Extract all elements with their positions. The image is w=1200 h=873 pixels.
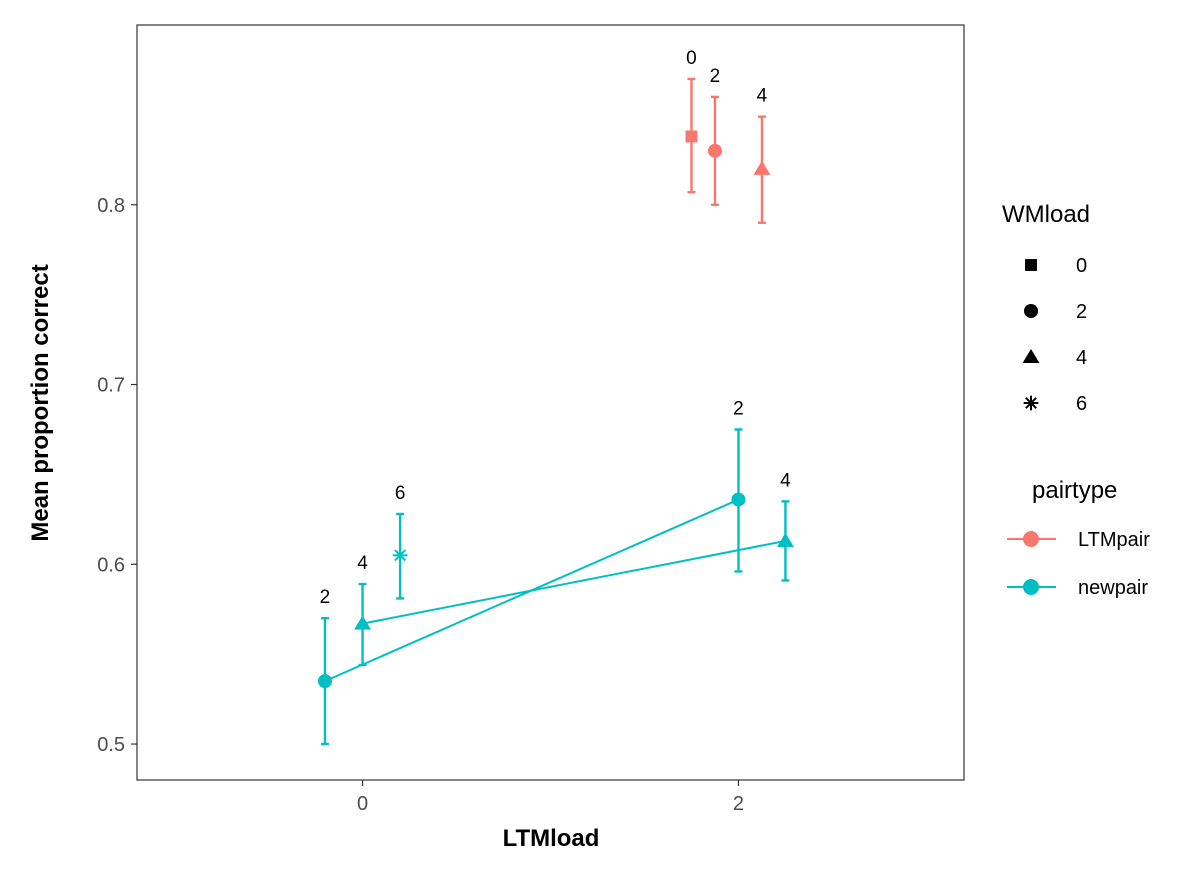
- data-point-newpair: [317, 674, 332, 689]
- legend-key-circle-icon: [1024, 304, 1038, 318]
- legend-label-pairtype: LTMpair: [1078, 529, 1150, 551]
- data-point-newpair: [776, 532, 794, 547]
- data-point-newpair: [731, 492, 746, 507]
- x-tick-label: 0: [357, 793, 368, 815]
- legend-key-asterisk-icon: [1023, 395, 1039, 411]
- legend-title-wmload: WMload: [1002, 201, 1090, 228]
- x-tick-label: 2: [733, 793, 744, 815]
- data-point-ltmpair: [753, 160, 771, 175]
- y-tick-label: 0.5: [97, 734, 125, 756]
- point-label: 0: [686, 48, 697, 69]
- point-label: 2: [710, 66, 721, 87]
- y-tick-label: 0.8: [97, 195, 125, 217]
- data-point-newpair: [392, 547, 408, 563]
- data-point-ltmpair: [707, 143, 722, 158]
- series-line-newpair-wm4: [362, 539, 786, 625]
- legend-title-pairtype: pairtype: [1032, 477, 1117, 504]
- y-tick-label: 0.6: [97, 554, 125, 576]
- point-label: 4: [780, 470, 791, 491]
- legend-label-wmload: 4: [1076, 347, 1087, 369]
- y-axis-title: Mean proportion correct: [27, 264, 54, 541]
- data-point-ltmpair: [685, 130, 698, 143]
- legend-label-wmload: 0: [1076, 255, 1087, 277]
- x-axis-title: LTMload: [503, 825, 600, 852]
- plot-panel: [136, 24, 965, 781]
- y-tick-label: 0.7: [97, 375, 125, 397]
- data-point-newpair: [354, 615, 371, 630]
- legend-label-wmload: 2: [1076, 301, 1087, 323]
- legend-key-ltmpair: [1007, 531, 1056, 547]
- legend-label-wmload: 6: [1076, 393, 1087, 415]
- point-label: 6: [395, 483, 406, 504]
- point-label: 2: [320, 587, 331, 608]
- point-label: 4: [757, 86, 768, 107]
- point-label: 4: [357, 553, 368, 574]
- legend-key-square-icon: [1025, 259, 1037, 271]
- legend-label-pairtype: newpair: [1078, 577, 1148, 599]
- legend-key-newpair: [1007, 579, 1056, 595]
- point-label: 2: [733, 398, 744, 419]
- legend-key-triangle-icon: [1022, 348, 1040, 364]
